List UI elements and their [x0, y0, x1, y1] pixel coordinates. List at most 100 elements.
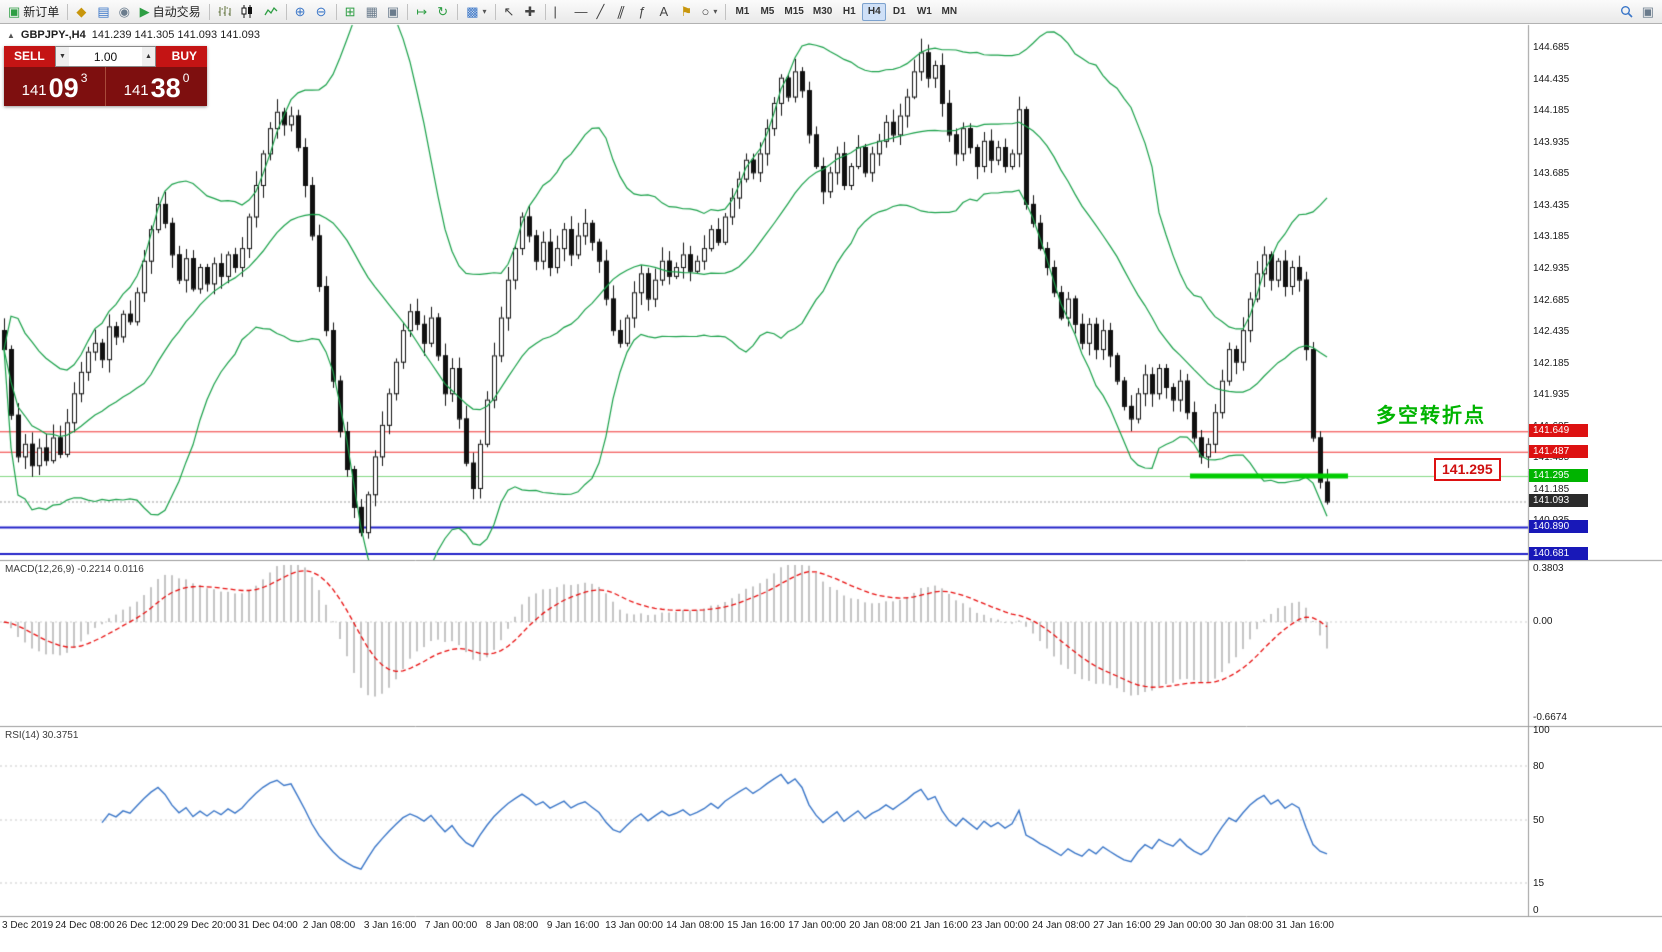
candlestick-chart-button[interactable]	[237, 2, 259, 22]
timeframe-h4-button[interactable]: H4	[862, 2, 887, 21]
line-chart-icon	[264, 6, 278, 16]
timeframe-m30-button[interactable]: M30	[809, 3, 836, 21]
autotrading-button[interactable]: ▶ 自动交易	[136, 2, 205, 22]
price-tick-label: 143.435	[1533, 199, 1570, 211]
data-window-button[interactable]: ▤	[93, 2, 113, 22]
crosshair-button[interactable]: ✚	[521, 2, 541, 22]
fibonacci-button[interactable]: ƒ	[635, 2, 655, 22]
vertical-line-icon: |	[553, 4, 557, 19]
data-window-icon: ▤	[97, 4, 110, 19]
time-axis-label: 21 Jan 16:00	[910, 920, 968, 931]
bar-chart-icon	[218, 6, 232, 16]
time-axis-label: 9 Jan 16:00	[546, 920, 600, 931]
chart-shift-button[interactable]: ↦	[412, 2, 432, 22]
time-axis-label: 15 Jan 16:00	[727, 920, 785, 931]
chart-annotation-text[interactable]: 多空转折点	[1376, 405, 1486, 427]
zoom-out-icon: ⊖	[315, 4, 327, 19]
label-flag-icon: ⚑	[680, 4, 693, 19]
time-axis-label: 31 Dec 04:00	[238, 920, 298, 931]
cascade-windows-button[interactable]: ▦	[362, 2, 382, 22]
sell-price-button[interactable]: 141 09 3	[4, 67, 106, 106]
timeframe-w1-button[interactable]: W1	[912, 3, 936, 21]
timeframe-d1-button[interactable]: D1	[887, 3, 911, 21]
price-label-box[interactable]: 141.295	[1434, 458, 1501, 481]
one-click-trading-panel: SELL BUY ▼ ▲ 141 09 3 141 38 0	[4, 46, 207, 106]
navigator-icon: ◉	[118, 4, 130, 19]
toolbar-separator	[67, 3, 69, 20]
price-tick-label: 142.185	[1533, 357, 1570, 369]
timeframe-h1-button[interactable]: H1	[837, 3, 861, 21]
rsi-name: RSI(14)	[5, 730, 40, 741]
chevron-down-icon: ▾	[713, 7, 718, 16]
channel-icon: ∥	[615, 4, 627, 19]
label-button[interactable]: ⚑	[677, 2, 697, 22]
bar-chart-button[interactable]	[214, 2, 236, 22]
price-tick-label: 142.435	[1533, 326, 1570, 338]
time-axis-label: 13 Jan 00:00	[605, 920, 663, 931]
time-axis-label: 3 Jan 16:00	[363, 920, 417, 931]
time-axis-label: 26 Dec 12:00	[116, 920, 176, 931]
time-axis-label: 29 Jan 00:00	[1154, 920, 1212, 931]
search-icon	[1620, 6, 1633, 18]
arrange-windows-button[interactable]: ▣	[383, 2, 403, 22]
volume-decrement-button[interactable]: ▼	[56, 47, 69, 66]
sell-button[interactable]: SELL	[14, 49, 45, 63]
tile-windows-button[interactable]: ⊞	[341, 2, 361, 22]
volume-increment-button[interactable]: ▲	[142, 47, 155, 66]
macd-axis-label: -0.6674	[1533, 712, 1567, 723]
trendline-button[interactable]: ╱	[593, 2, 613, 22]
time-axis-label: 24 Jan 08:00	[1032, 920, 1090, 931]
timeframe-m1-button[interactable]: M1	[730, 3, 754, 21]
timeframe-m15-button[interactable]: M15	[780, 3, 807, 21]
zoom-in-button[interactable]: ⊕	[291, 2, 311, 22]
rsi-axis-label: 15	[1533, 878, 1545, 889]
time-axis-label: 8 Jan 08:00	[485, 920, 539, 931]
price-level-tag: 140.890	[1529, 520, 1588, 534]
time-axis-label: 23 Jan 00:00	[971, 920, 1029, 931]
time-axis-label: 24 Dec 08:00	[55, 920, 115, 931]
timeframe-mn-button[interactable]: MN	[937, 3, 961, 21]
auto-scroll-button[interactable]: ↻	[433, 2, 453, 22]
search-button[interactable]	[1616, 2, 1637, 22]
chart-shift-icon: ↦	[416, 4, 428, 19]
chart-template-button[interactable]: ▩ ▾	[462, 2, 490, 22]
crosshair-icon: ✚	[524, 4, 536, 19]
shapes-button[interactable]: ○ ▾	[698, 2, 722, 22]
toolbox-button[interactable]: ▣	[1638, 2, 1658, 22]
horizontal-line-button[interactable]: —	[571, 2, 592, 22]
text-icon: A	[659, 4, 669, 19]
trade-panel-prices: 141 09 3 141 38 0	[4, 67, 207, 106]
time-axis-label: 20 Jan 08:00	[849, 920, 907, 931]
toolbar-separator	[494, 3, 496, 20]
volume-input[interactable]	[69, 47, 142, 66]
chevron-down-icon: ▾	[482, 7, 487, 16]
buy-price-sup: 0	[182, 71, 190, 85]
toolbar-separator	[407, 3, 409, 20]
channel-button[interactable]: ∥	[614, 2, 634, 22]
fibonacci-icon: ƒ	[638, 4, 646, 19]
horizontal-line-icon: —	[574, 4, 588, 19]
navigator-button[interactable]: ◉	[115, 2, 135, 22]
zoom-out-button[interactable]: ⊖	[312, 2, 332, 22]
price-level-tag: 141.295	[1529, 468, 1588, 482]
shapes-icon: ○	[701, 4, 710, 19]
text-button[interactable]: A	[656, 2, 676, 22]
toolbar-separator	[725, 3, 727, 20]
vertical-line-button[interactable]: |	[550, 2, 570, 22]
rsi-axis-label: 100	[1533, 725, 1550, 736]
time-axis-label: 17 Jan 00:00	[788, 920, 846, 931]
line-chart-button[interactable]	[260, 2, 282, 22]
new-order-button[interactable]: ▣ 新订单	[4, 2, 63, 22]
price-tick-label: 144.685	[1533, 42, 1570, 53]
cursor-button[interactable]: ↖	[500, 2, 520, 22]
buy-price-button[interactable]: 141 38 0	[106, 67, 207, 106]
volume-stepper: ▼ ▲	[55, 46, 156, 67]
time-axis-label: 30 Jan 08:00	[1215, 920, 1273, 931]
time-axis-label: 3 Dec 2019	[2, 920, 54, 931]
market-watch-button[interactable]: ◆	[72, 2, 92, 22]
timeframe-m5-button[interactable]: M5	[755, 3, 779, 21]
toolbar-separator	[335, 3, 337, 20]
buy-price-main: 141	[123, 82, 149, 99]
buy-button[interactable]: BUY	[171, 49, 197, 63]
